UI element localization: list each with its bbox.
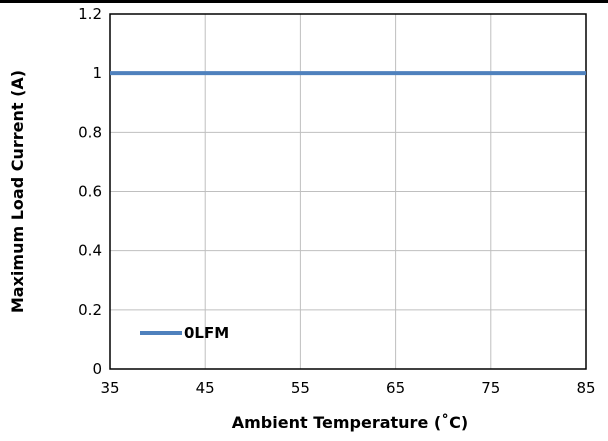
- x-tick-label: 85: [576, 379, 595, 397]
- x-tick-labels: 35 45 55 65 75 85: [100, 379, 595, 397]
- y-tick-label: 1.2: [78, 5, 102, 23]
- x-tick-label: 65: [386, 379, 405, 397]
- top-border-line: [0, 0, 608, 3]
- x-tick-label: 45: [196, 379, 215, 397]
- y-tick-label: 0: [92, 360, 102, 378]
- x-tick-label: 75: [481, 379, 500, 397]
- y-tick-label: 0.8: [78, 123, 102, 141]
- y-tick-label: 0.2: [78, 301, 102, 319]
- y-tick-label: 0.4: [78, 242, 102, 260]
- y-axis-title: Maximum Load Current (A): [8, 70, 27, 313]
- grid: [110, 14, 586, 369]
- x-axis-title: Ambient Temperature (˚C): [232, 413, 468, 432]
- y-tick-labels: 0 0.2 0.4 0.6 0.8 1 1.2: [78, 5, 102, 378]
- y-tick-label: 1: [92, 64, 102, 82]
- x-tick-label: 55: [291, 379, 310, 397]
- legend-label-0lfm: 0LFM: [184, 324, 229, 342]
- y-tick-label: 0.6: [78, 183, 102, 201]
- x-tick-label: 35: [100, 379, 119, 397]
- legend: 0LFM: [140, 324, 229, 342]
- plot-frame: [109, 13, 587, 370]
